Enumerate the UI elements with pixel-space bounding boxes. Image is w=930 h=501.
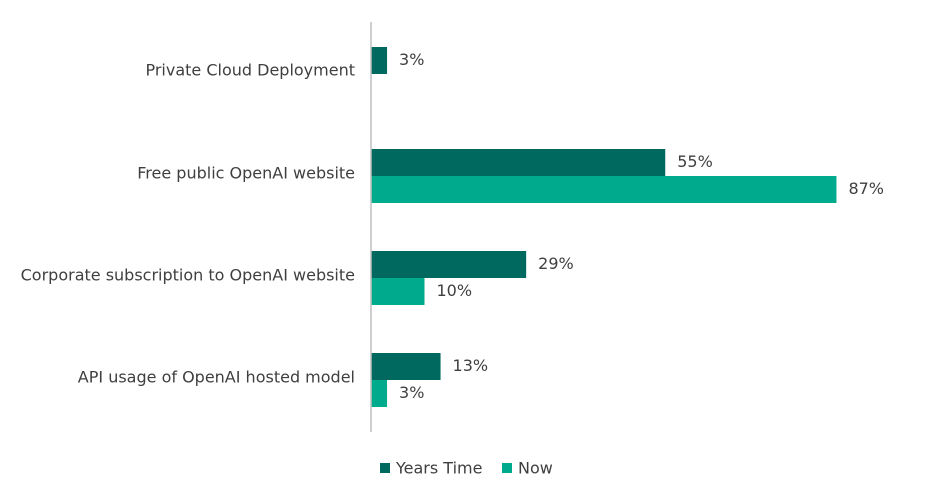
value-label-now-free-public-openai-website: 87%	[848, 179, 884, 198]
value-label-now-corporate-subscription-to-openai-website: 10%	[437, 281, 473, 300]
category-label-api-usage-of-openai-hosted-model: API usage of OpenAI hosted model	[78, 368, 355, 387]
value-label-now-api-usage-of-openai-hosted-model: 3%	[399, 383, 424, 402]
bars	[371, 47, 837, 407]
category-labels: Private Cloud Deployment Free public Open…	[21, 61, 355, 387]
category-label-free-public-openai-website: Free public OpenAI website	[137, 164, 355, 183]
category-label-corporate-subscription-to-openai-website: Corporate subscription to OpenAI website	[21, 266, 355, 285]
bar-now-free-public-openai-website	[371, 176, 837, 203]
category-label-private-cloud-deployment: Private Cloud Deployment	[145, 61, 355, 80]
legend-swatch-now	[502, 463, 512, 473]
value-label-years-time-corporate-subscription-to-openai-website: 29%	[538, 254, 574, 273]
bar-years-time-corporate-subscription-to-openai-website	[371, 251, 527, 278]
value-label-years-time-private-cloud-deployment: 3%	[399, 50, 424, 69]
legend-swatch-years-time	[380, 463, 390, 473]
bar-years-time-free-public-openai-website	[371, 149, 666, 176]
bar-now-corporate-subscription-to-openai-website	[371, 278, 425, 305]
bar-years-time-private-cloud-deployment	[371, 47, 388, 74]
bar-years-time-api-usage-of-openai-hosted-model	[371, 353, 441, 380]
bar-now-api-usage-of-openai-hosted-model	[371, 380, 388, 407]
value-labels: 3% 55% 87% 29% 10% 13% 3%	[399, 50, 884, 402]
legend-label-now: Now	[518, 459, 553, 478]
value-label-years-time-api-usage-of-openai-hosted-model: 13%	[453, 356, 489, 375]
value-label-years-time-free-public-openai-website: 55%	[677, 152, 713, 171]
legend: Years Time Now	[380, 459, 553, 478]
legend-label-years-time: Years Time	[395, 459, 482, 478]
